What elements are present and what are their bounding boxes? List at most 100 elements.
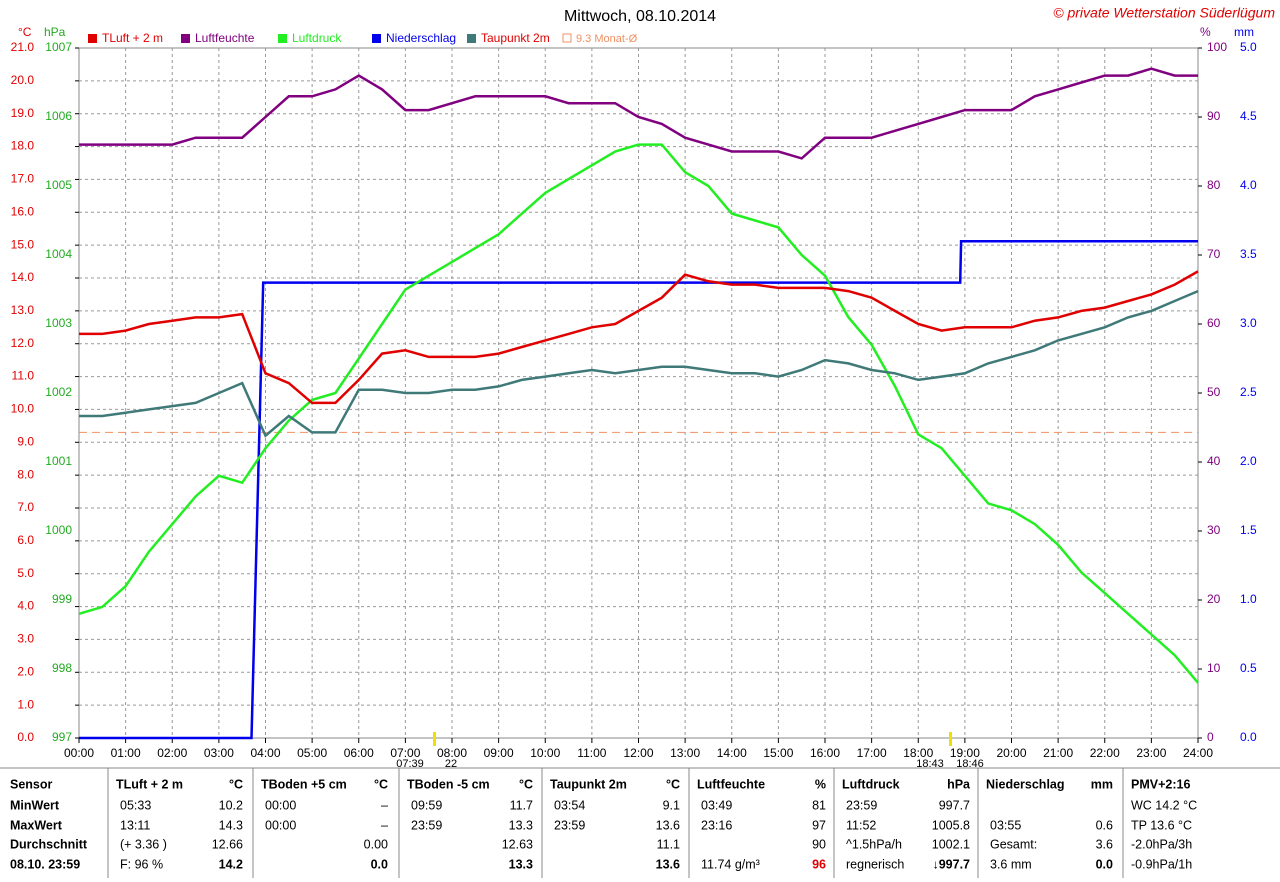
series-line [79,239,1198,740]
unit-label: °C [18,25,32,39]
table-cell: 14.3 [219,818,243,832]
y-tick-label: 7.0 [17,500,34,514]
y4-tick-label: 1.5 [1240,523,1257,537]
y-tick-label: 18.0 [11,139,35,153]
table-cell: 09:59 [411,798,442,812]
table-cell: – [381,818,388,832]
y4-tick-label: 2.5 [1240,385,1257,399]
table-cell: 23:59 [846,798,877,812]
annotation: 22 [445,758,457,770]
y2-tick-label: 1003 [45,316,72,330]
stats-table: Sensor TLuft + 2 m °C TBoden +5 cm °C TBoden … [0,767,1280,878]
y-tick-label: 12.0 [11,336,35,350]
table-cell: 03:54 [554,798,585,812]
table-cell: 13:11 [120,818,150,832]
annotation: 07:39 [396,758,424,770]
y-tick-label: 17.0 [11,172,35,186]
y4-tick-label: 3.5 [1240,247,1257,261]
table-cell: 11.1 [657,837,680,851]
y3-tick-label: 30 [1207,523,1221,537]
table-cell: MinWert [10,798,60,812]
table-cell: ↓997.7 [932,857,970,871]
table-cell: 13.3 [509,818,533,832]
y-tick-label: 20.0 [11,73,35,87]
series-line [78,143,1199,684]
table-cell: 11.74 g/m³ [701,857,760,871]
table-header: Niederschlag [986,777,1065,791]
x-tick-label: 04:00 [250,746,280,760]
table-cell: 11.7 [510,798,533,812]
x-tick-label: 01:00 [111,746,141,760]
table-cell: 81 [812,798,826,812]
annotation: 18:46 [956,758,984,770]
table-cell: 03:49 [701,798,732,812]
table-header: % [815,777,826,791]
table-header: TBoden +5 cm [261,777,347,791]
legend-swatch [278,34,287,43]
y2-tick-label: 1001 [45,454,72,468]
y-tick-label: 6.0 [17,533,34,547]
table-header: mm [1091,777,1113,791]
table-cell: 12.63 [502,837,533,851]
x-tick-label: 16:00 [810,746,840,760]
x-tick-label: 15:00 [763,746,793,760]
y4-tick-label: 4.5 [1240,109,1257,123]
table-cell: MaxWert [10,818,63,832]
legend-swatch [562,33,572,43]
x-tick-label: 17:00 [857,746,887,760]
x-tick-label: 06:00 [344,746,374,760]
y3-tick-label: 90 [1207,109,1221,123]
x-tick-label: 18:00 [903,746,933,760]
table-cell: 97 [812,818,826,832]
legend-swatch [88,34,97,43]
table-cell: 05:33 [120,798,151,812]
table-cell: 13.6 [656,857,680,871]
table-cell: 23:16 [701,818,732,832]
annotation: 18:43 [916,758,944,770]
y-tick-label: 19.0 [11,106,35,120]
x-tick-label: 19:00 [950,746,980,760]
y4-tick-label: 2.0 [1240,454,1257,468]
y4-tick-label: 1.0 [1240,592,1257,606]
unit-label: % [1200,25,1211,39]
x-tick-label: 24:00 [1183,746,1213,760]
table-cell: (+ 3.36 ) [120,837,167,851]
table-header: hPa [947,777,971,791]
y2-tick-label: 1002 [45,385,72,399]
table-cell: 3.6 mm [990,857,1032,871]
y3-tick-label: 70 [1207,247,1221,261]
y3-tick-label: 60 [1207,316,1221,330]
x-tick-label: 00:00 [64,746,94,760]
y3-tick-label: 0 [1207,730,1214,744]
y2-tick-label: 1005 [45,178,72,192]
y3-tick-label: 50 [1207,385,1221,399]
unit-label: hPa [44,25,66,39]
table-cell: 11:52 [846,818,876,832]
x-tick-label: 02:00 [157,746,187,760]
legend-label: 9.3 Monat-Ø [576,33,638,45]
credit: © private Wetterstation Süderlügum [1053,5,1275,21]
legend-swatch [181,34,190,43]
table-cell: -2.0hPa/3h [1131,837,1192,851]
table-cell: 997.7 [939,798,970,812]
legend-label: Luftdruck [292,31,342,45]
y-tick-label: 14.0 [11,270,35,284]
y-tick-label: 15.0 [11,237,35,251]
table-cell: 12.66 [212,837,243,851]
legend-swatch [467,34,476,43]
x-tick-label: 11:00 [577,746,606,760]
series-line [79,289,1199,438]
x-tick-label: 09:00 [484,746,514,760]
x-tick-label: 14:00 [717,746,747,760]
legend-label: TLuft + 2 m [102,31,163,45]
table-cell: Durchschnitt [10,837,88,851]
y-tick-label: 0.0 [17,730,34,744]
y-tick-label: 2.0 [17,664,34,678]
y3-tick-label: 40 [1207,454,1221,468]
legend-swatch [372,34,381,43]
table-cell: 90 [812,837,826,851]
y-tick-label: 4.0 [17,599,34,613]
y-tick-label: 13.0 [11,303,35,317]
y4-tick-label: 4.0 [1240,178,1257,192]
y-tick-label: 1.0 [17,697,34,711]
